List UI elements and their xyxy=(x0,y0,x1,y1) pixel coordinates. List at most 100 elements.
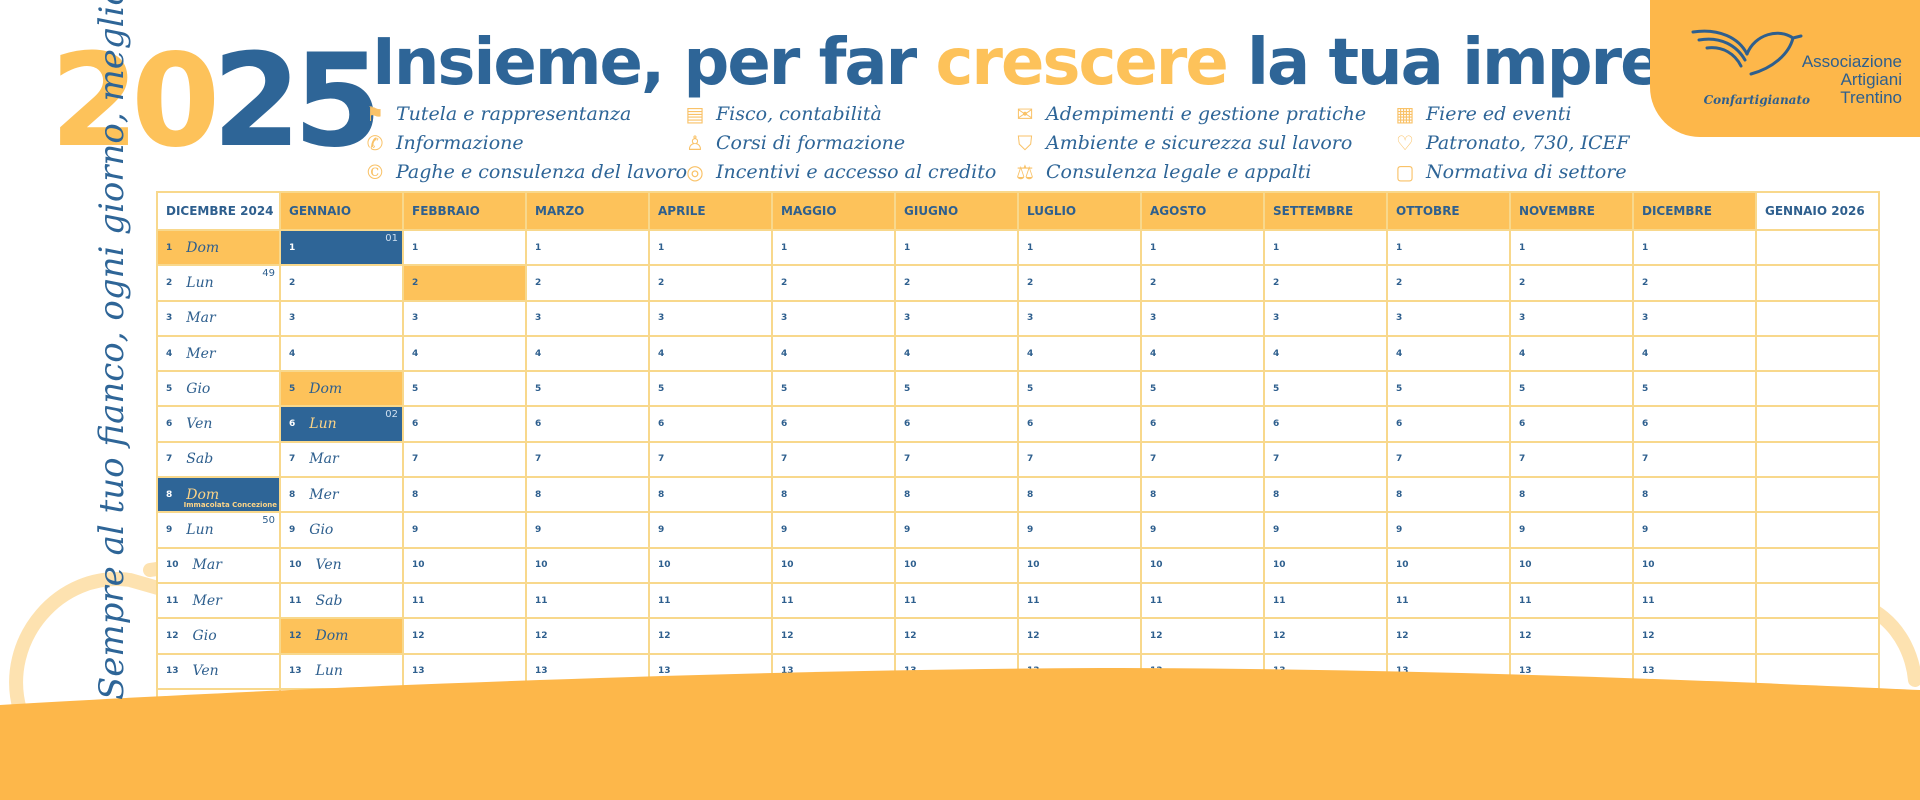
day-cell[interactable]: 13 Lun xyxy=(281,654,402,688)
day-cell[interactable] xyxy=(1757,407,1878,441)
day-cell[interactable]: 1 xyxy=(650,231,771,265)
day-cell[interactable]: 9 Lun 50 xyxy=(158,513,279,547)
day-cell[interactable]: 2 xyxy=(1634,266,1755,300)
day-cell[interactable] xyxy=(1757,548,1878,582)
day-cell[interactable]: 4 xyxy=(1142,336,1263,371)
day-cell[interactable]: 8 xyxy=(1142,478,1263,512)
day-cell[interactable]: 10 xyxy=(650,548,771,582)
day-cell[interactable]: 10 xyxy=(1265,548,1386,582)
day-cell[interactable]: 5 xyxy=(404,372,525,406)
day-cell[interactable]: 1 xyxy=(1388,231,1509,265)
day-cell[interactable]: 10 xyxy=(527,548,648,582)
day-cell[interactable]: 3 xyxy=(1142,301,1263,335)
day-cell[interactable]: 11 xyxy=(1142,583,1263,618)
day-cell[interactable]: 10 Ven xyxy=(281,548,402,582)
day-cell[interactable]: 7 xyxy=(527,442,648,477)
day-cell[interactable]: 9 xyxy=(896,513,1017,547)
day-cell[interactable]: 5 Gio xyxy=(158,372,279,406)
day-cell[interactable] xyxy=(1757,619,1878,653)
day-cell[interactable]: 1 Dom xyxy=(158,231,279,265)
day-cell[interactable]: 8 xyxy=(1388,478,1509,512)
day-cell[interactable] xyxy=(1757,442,1878,477)
day-cell[interactable]: 3 xyxy=(896,301,1017,335)
day-cell[interactable]: 5 xyxy=(650,372,771,406)
day-cell[interactable]: 5 xyxy=(1634,372,1755,406)
day-cell[interactable]: 11 xyxy=(650,583,771,618)
day-cell[interactable]: 5 xyxy=(1388,372,1509,406)
day-cell[interactable]: 2 xyxy=(650,266,771,300)
day-cell[interactable]: 3 xyxy=(650,301,771,335)
day-cell[interactable]: 7 Mar xyxy=(281,442,402,477)
day-cell[interactable]: 6 xyxy=(1142,407,1263,441)
day-cell[interactable]: 2 xyxy=(281,266,402,300)
day-cell[interactable]: 7 Sab xyxy=(158,442,279,477)
day-cell[interactable]: 11 Mer xyxy=(158,583,279,618)
day-cell[interactable]: 10 xyxy=(1019,548,1140,582)
day-cell[interactable]: 5 xyxy=(896,372,1017,406)
day-cell[interactable]: 7 xyxy=(1142,442,1263,477)
day-cell[interactable]: 4 Mer xyxy=(158,336,279,371)
day-cell[interactable]: 5 xyxy=(773,372,894,406)
day-cell[interactable]: 7 xyxy=(1634,442,1755,477)
day-cell[interactable]: 12 xyxy=(527,619,648,653)
day-cell[interactable]: 1 xyxy=(1142,231,1263,265)
day-cell[interactable]: 6 xyxy=(1634,407,1755,441)
day-cell[interactable]: 12 Dom xyxy=(281,619,402,653)
day-cell[interactable]: 10 xyxy=(1634,548,1755,582)
day-cell[interactable]: 9 xyxy=(404,513,525,547)
day-cell[interactable] xyxy=(1757,513,1878,547)
day-cell[interactable]: 6 Lun 02 xyxy=(281,407,402,441)
day-cell[interactable]: 4 xyxy=(1388,336,1509,371)
day-cell[interactable]: 8 xyxy=(1019,478,1140,512)
day-cell[interactable]: 6 xyxy=(1019,407,1140,441)
day-cell[interactable]: 7 xyxy=(1388,442,1509,477)
day-cell[interactable]: 8 xyxy=(1511,478,1632,512)
day-cell[interactable]: 9 xyxy=(527,513,648,547)
day-cell[interactable]: 4 xyxy=(896,336,1017,371)
day-cell[interactable]: 6 xyxy=(527,407,648,441)
day-cell[interactable]: 4 xyxy=(1634,336,1755,371)
day-cell[interactable]: 9 xyxy=(773,513,894,547)
day-cell[interactable]: 2 xyxy=(404,266,525,300)
day-cell[interactable]: 6 xyxy=(1511,407,1632,441)
day-cell[interactable]: 11 xyxy=(527,583,648,618)
day-cell[interactable]: 2 xyxy=(896,266,1017,300)
day-cell[interactable]: 5 xyxy=(527,372,648,406)
day-cell[interactable]: 9 xyxy=(1142,513,1263,547)
day-cell[interactable]: 12 xyxy=(1634,619,1755,653)
day-cell[interactable]: 3 xyxy=(281,301,402,335)
day-cell[interactable]: 8 xyxy=(404,478,525,512)
day-cell[interactable]: 11 Sab xyxy=(281,583,402,618)
day-cell[interactable]: 1 01 xyxy=(281,231,402,265)
day-cell[interactable]: 12 xyxy=(1142,619,1263,653)
day-cell[interactable]: 11 xyxy=(1019,583,1140,618)
day-cell[interactable] xyxy=(1757,266,1878,300)
day-cell[interactable]: 5 xyxy=(1511,372,1632,406)
day-cell[interactable]: 10 xyxy=(1142,548,1263,582)
day-cell[interactable]: 9 xyxy=(1388,513,1509,547)
day-cell[interactable]: 1 xyxy=(404,231,525,265)
day-cell[interactable] xyxy=(1757,478,1878,512)
day-cell[interactable]: 7 xyxy=(404,442,525,477)
day-cell[interactable]: 4 xyxy=(404,336,525,371)
day-cell[interactable]: 1 xyxy=(773,231,894,265)
day-cell[interactable]: 4 xyxy=(1511,336,1632,371)
day-cell[interactable]: 4 xyxy=(773,336,894,371)
day-cell[interactable]: 3 xyxy=(1511,301,1632,335)
day-cell[interactable]: 11 xyxy=(1388,583,1509,618)
day-cell[interactable] xyxy=(1757,336,1878,371)
day-cell[interactable]: 12 Gio xyxy=(158,619,279,653)
day-cell[interactable]: 7 xyxy=(896,442,1017,477)
day-cell[interactable]: 11 xyxy=(1265,583,1386,618)
day-cell[interactable]: 7 xyxy=(1511,442,1632,477)
day-cell[interactable]: 11 xyxy=(1511,583,1632,618)
day-cell[interactable]: 12 xyxy=(650,619,771,653)
day-cell[interactable] xyxy=(1757,231,1878,265)
day-cell[interactable]: 10 Mar xyxy=(158,548,279,582)
day-cell[interactable]: 4 xyxy=(1265,336,1386,371)
day-cell[interactable]: 10 xyxy=(773,548,894,582)
day-cell[interactable]: 12 xyxy=(896,619,1017,653)
day-cell[interactable]: 8 xyxy=(527,478,648,512)
day-cell[interactable]: 1 xyxy=(527,231,648,265)
day-cell[interactable]: 6 xyxy=(1388,407,1509,441)
